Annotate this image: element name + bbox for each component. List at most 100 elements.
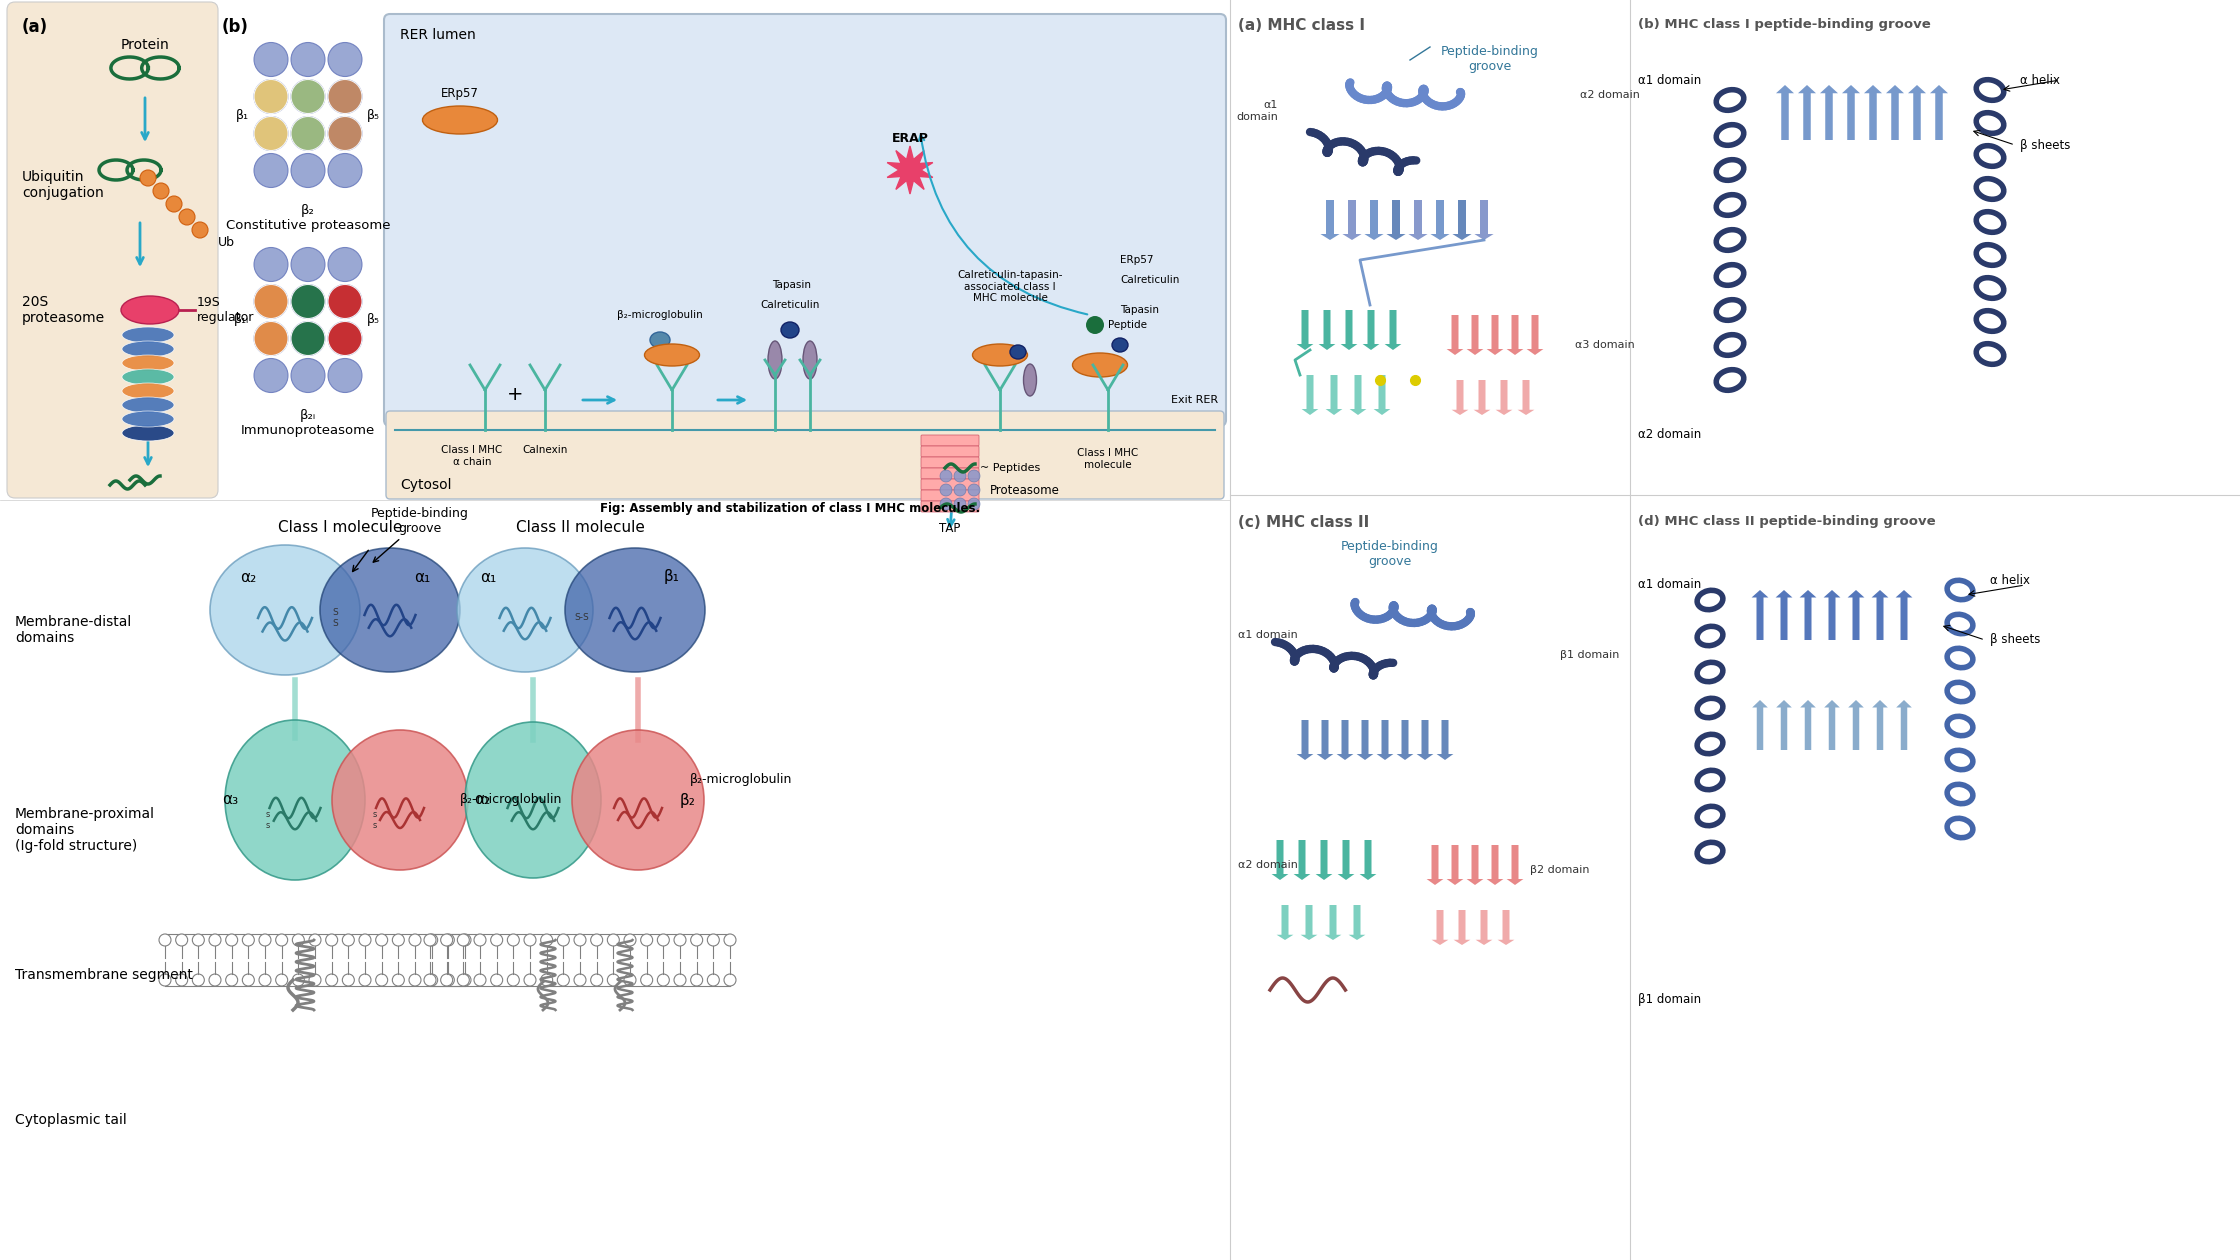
FancyArrow shape xyxy=(1487,845,1503,885)
Text: Peptide-binding
groove: Peptide-binding groove xyxy=(372,507,468,562)
Circle shape xyxy=(954,484,965,496)
FancyArrow shape xyxy=(1362,310,1380,350)
Ellipse shape xyxy=(121,369,175,386)
Text: Calreticulin: Calreticulin xyxy=(759,300,820,310)
Ellipse shape xyxy=(768,341,782,379)
FancyArrow shape xyxy=(1467,845,1483,885)
Ellipse shape xyxy=(121,296,179,324)
FancyArrow shape xyxy=(1319,200,1340,239)
Text: (c) MHC class II: (c) MHC class II xyxy=(1239,515,1369,530)
FancyBboxPatch shape xyxy=(921,467,979,479)
Ellipse shape xyxy=(1024,364,1037,396)
Text: 19S
regulator: 19S regulator xyxy=(197,296,255,324)
Text: α2 domain: α2 domain xyxy=(1239,861,1297,869)
FancyArrow shape xyxy=(1508,845,1523,885)
Circle shape xyxy=(260,934,271,946)
FancyArrow shape xyxy=(1474,200,1494,239)
Text: (a): (a) xyxy=(22,18,47,37)
Text: Tapasin: Tapasin xyxy=(1120,305,1158,315)
Circle shape xyxy=(968,498,981,510)
Circle shape xyxy=(253,116,289,150)
Circle shape xyxy=(459,974,470,987)
Text: α helix: α helix xyxy=(1989,573,2029,586)
FancyArrow shape xyxy=(1301,905,1317,940)
Circle shape xyxy=(253,79,289,113)
FancyArrow shape xyxy=(1301,375,1319,415)
Circle shape xyxy=(226,974,237,987)
Circle shape xyxy=(423,934,437,946)
Text: Exit RER: Exit RER xyxy=(1172,394,1219,404)
Ellipse shape xyxy=(1073,353,1127,377)
Text: (b): (b) xyxy=(222,18,249,37)
Circle shape xyxy=(327,247,363,281)
Text: α₁: α₁ xyxy=(414,570,430,585)
Circle shape xyxy=(441,934,455,946)
FancyArrow shape xyxy=(1776,701,1792,750)
Circle shape xyxy=(1086,316,1104,334)
Text: 20S
proteasome: 20S proteasome xyxy=(22,295,105,325)
FancyArrow shape xyxy=(1454,910,1469,945)
Circle shape xyxy=(457,974,470,987)
Text: Calreticulin-tapasin-
associated class I
MHC molecule: Calreticulin-tapasin- associated class I… xyxy=(956,270,1062,304)
FancyArrow shape xyxy=(1776,590,1792,640)
FancyArrow shape xyxy=(1396,719,1413,760)
Circle shape xyxy=(253,359,289,393)
Circle shape xyxy=(253,116,289,150)
Circle shape xyxy=(327,321,363,355)
FancyArrow shape xyxy=(1319,310,1335,350)
Circle shape xyxy=(690,974,703,987)
FancyArrow shape xyxy=(1277,905,1292,940)
Text: β₁ᵢ: β₁ᵢ xyxy=(233,314,249,326)
FancyArrow shape xyxy=(1776,84,1794,140)
FancyArrow shape xyxy=(1272,840,1288,879)
Circle shape xyxy=(343,974,354,987)
Circle shape xyxy=(253,285,289,319)
Text: ERAP: ERAP xyxy=(892,132,927,145)
Ellipse shape xyxy=(121,341,175,357)
Circle shape xyxy=(291,43,325,77)
Circle shape xyxy=(139,170,157,186)
FancyArrow shape xyxy=(1416,719,1434,760)
Circle shape xyxy=(253,247,289,281)
FancyArrow shape xyxy=(1340,310,1357,350)
Text: s
s: s s xyxy=(267,810,271,829)
FancyArrow shape xyxy=(1873,701,1888,750)
Circle shape xyxy=(573,974,587,987)
FancyArrow shape xyxy=(1360,840,1375,879)
Circle shape xyxy=(358,974,372,987)
FancyArrow shape xyxy=(1487,315,1503,355)
Ellipse shape xyxy=(782,323,800,338)
Ellipse shape xyxy=(121,425,175,441)
Circle shape xyxy=(159,974,170,987)
FancyArrow shape xyxy=(1799,84,1817,140)
Circle shape xyxy=(475,934,486,946)
Text: β₅: β₅ xyxy=(367,314,381,326)
FancyBboxPatch shape xyxy=(921,479,979,490)
Circle shape xyxy=(540,934,553,946)
Text: β₂ᵢ
Immunoproteasome: β₂ᵢ Immunoproteasome xyxy=(242,410,374,437)
Circle shape xyxy=(193,974,204,987)
Circle shape xyxy=(708,934,719,946)
Circle shape xyxy=(193,934,204,946)
Ellipse shape xyxy=(121,397,175,413)
FancyArrow shape xyxy=(1819,84,1839,140)
FancyArrow shape xyxy=(1447,315,1463,355)
Circle shape xyxy=(327,116,363,150)
Text: β1 domain: β1 domain xyxy=(1637,993,1700,1007)
Circle shape xyxy=(327,154,363,188)
Text: Membrane-proximal
domains
(Ig-fold structure): Membrane-proximal domains (Ig-fold struc… xyxy=(16,806,155,853)
Circle shape xyxy=(291,79,325,113)
Ellipse shape xyxy=(645,344,699,365)
FancyArrow shape xyxy=(1317,719,1333,760)
Circle shape xyxy=(441,934,452,946)
Ellipse shape xyxy=(224,719,365,879)
Circle shape xyxy=(327,285,363,319)
FancyArrow shape xyxy=(1752,701,1767,750)
Ellipse shape xyxy=(802,341,818,379)
Text: β₂-microglobulin: β₂-microglobulin xyxy=(459,794,562,806)
FancyArrow shape xyxy=(1467,315,1483,355)
Text: Cytoplasmic tail: Cytoplasmic tail xyxy=(16,1113,128,1126)
Text: ~ Peptides: ~ Peptides xyxy=(981,462,1039,472)
Circle shape xyxy=(291,116,325,150)
Text: Class I MHC
molecule: Class I MHC molecule xyxy=(1077,449,1138,470)
